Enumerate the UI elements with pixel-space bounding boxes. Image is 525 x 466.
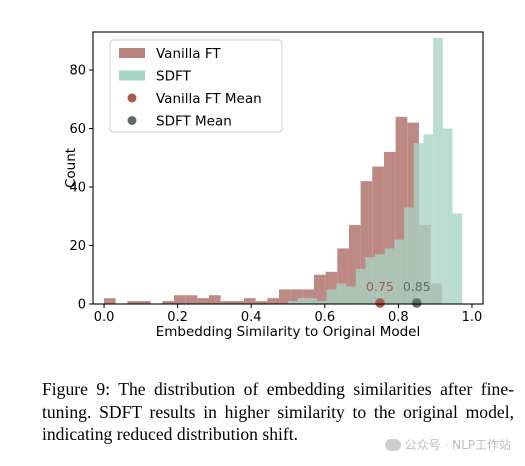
x-tick-label: 0.8 (388, 310, 409, 325)
legend-label: SDFT Mean (156, 114, 232, 130)
histogram-bar (413, 143, 424, 304)
figure-caption: Figure 9: The distribution of embedding … (42, 379, 514, 444)
plot-marks (104, 37, 463, 305)
histogram-bar (127, 301, 140, 304)
histogram-bar (395, 116, 408, 305)
y-axis-label: Count (63, 148, 79, 188)
legend-label: Vanilla FT (156, 46, 221, 62)
series-2 (288, 37, 463, 305)
mean-value-label: 0.85 (403, 279, 431, 294)
histogram-bar (404, 207, 414, 304)
histogram-bar (325, 271, 338, 304)
histogram-bar (355, 268, 366, 304)
mean-value-label: 0.75 (366, 279, 394, 294)
watermark: 公众号 · NLP工作站 (384, 436, 511, 453)
y-tick-label: 40 (69, 181, 86, 196)
histogram-bar (232, 301, 244, 304)
x-tick-label: 0.2 (167, 310, 188, 325)
y-tick-label: 20 (69, 239, 86, 254)
histogram-bar (360, 181, 373, 304)
legend-label: Vanilla FT Mean (156, 91, 262, 107)
y-axis-ticks: 0 20 40 60 80 (69, 64, 93, 313)
mean-marker (411, 298, 422, 308)
legend-dot (127, 93, 137, 103)
histogram-bar (337, 248, 349, 304)
histogram-bar (313, 274, 326, 304)
histogram-bar (433, 37, 443, 305)
wechat-icon (384, 438, 401, 451)
legend-swatch (119, 70, 145, 81)
histogram-bar (297, 298, 308, 304)
mean-marker (375, 298, 385, 308)
legend: Vanilla FT SDFT Vanilla FT Mean SDFT Mean (109, 39, 283, 133)
histogram-bar (267, 298, 279, 304)
legend-dot (127, 116, 137, 125)
histogram-bar (278, 289, 291, 304)
histogram-bar (365, 257, 376, 304)
x-tick-label: 1.0 (462, 310, 483, 325)
legend-swatch (119, 48, 145, 58)
histogram-bar (394, 239, 405, 304)
histogram-bar (162, 301, 175, 304)
histogram-bar (383, 151, 396, 304)
y-tick-label: 0 (78, 298, 86, 313)
histogram-bar (317, 301, 327, 304)
histogram-bar (197, 298, 210, 304)
histogram-bar (452, 213, 463, 304)
histogram-bar (442, 128, 453, 304)
plot-frame (92, 31, 484, 305)
histogram-bar (375, 254, 385, 304)
watermark-text: 公众号 · NLP工作站 (404, 438, 511, 452)
legend-label: SDFT (156, 69, 191, 85)
histogram-bar (384, 248, 395, 304)
x-axis-ticks: 0.0 0.2 0.4 0.6 0.8 1.0 (94, 304, 483, 325)
x-tick-label: 0.6 (314, 310, 335, 325)
histogram-bar (288, 301, 298, 304)
legend-frame (109, 39, 283, 133)
histogram-bar (185, 295, 198, 304)
histogram-bar (290, 289, 303, 304)
histogram-bar (336, 283, 347, 304)
mean-markers: 0.75 0.85 (366, 279, 431, 308)
histogram-bar (174, 295, 186, 304)
histogram-bar (423, 134, 434, 304)
histogram-bar (139, 301, 151, 304)
histogram-bar (372, 166, 384, 304)
y-tick-label: 60 (69, 122, 86, 137)
x-axis-label: Embedding Similarity to Original Model (156, 324, 420, 340)
histogram-bar (302, 289, 314, 304)
x-tick-label: 0.4 (241, 310, 262, 325)
y-tick-label: 80 (69, 64, 86, 79)
histogram-bar (346, 286, 356, 304)
histogram-bar (326, 289, 337, 304)
x-tick-label: 0.0 (94, 310, 115, 325)
histogram-figure: 0.75 0.85 0.0 0.2 0.4 0.6 0.8 1.0 0 20 40 60 80 Em… (63, 31, 484, 340)
histogram-bar (104, 298, 116, 304)
histogram-bar (243, 298, 256, 304)
histogram-bar (255, 301, 268, 304)
histogram-bar (209, 295, 221, 304)
histogram-bar (220, 301, 233, 304)
histogram-bar (307, 298, 318, 304)
histogram-bar (348, 225, 361, 304)
